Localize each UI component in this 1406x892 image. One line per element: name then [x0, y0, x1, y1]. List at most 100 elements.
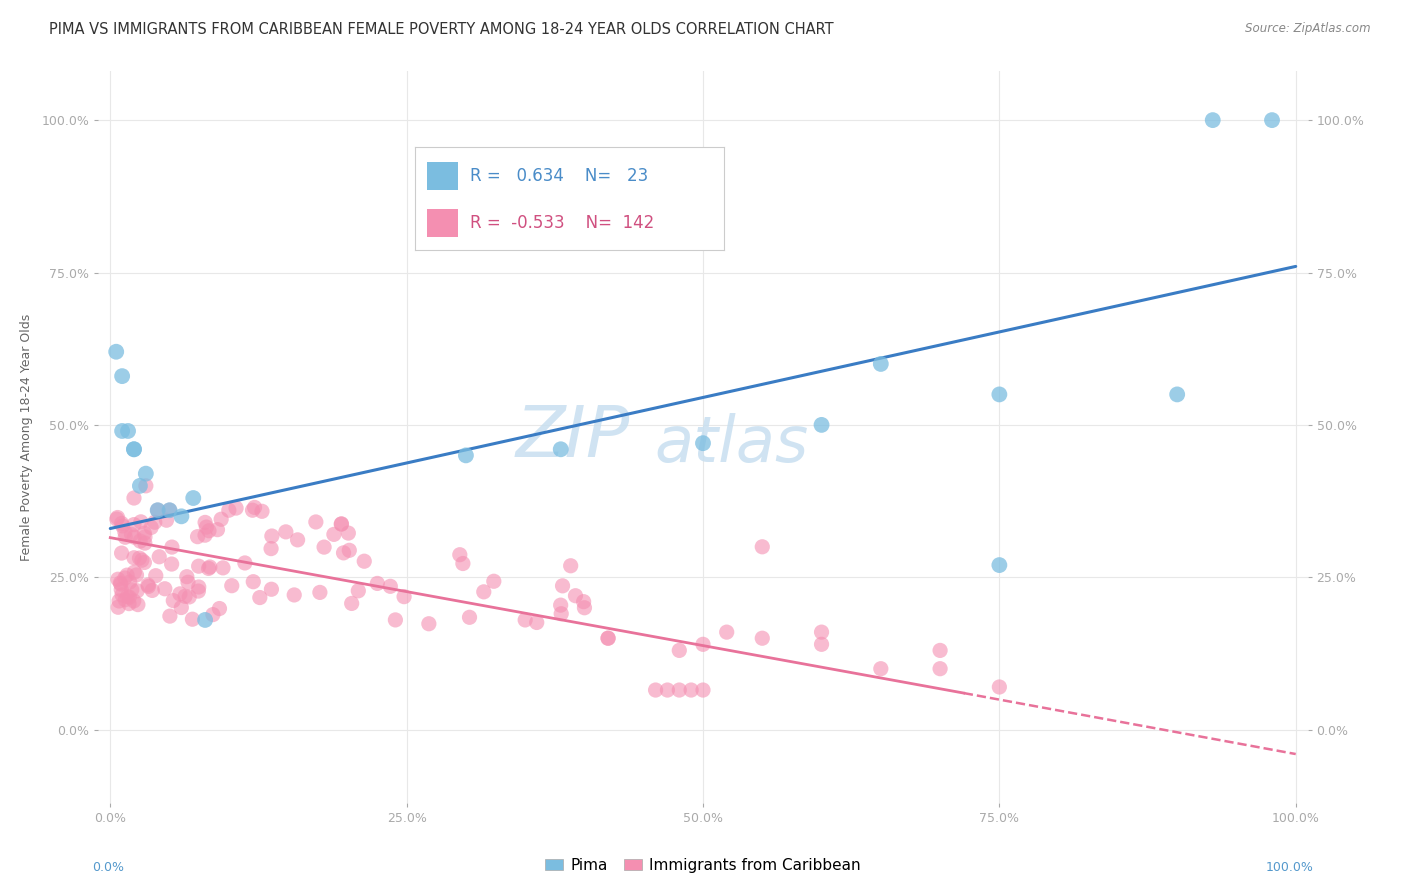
Point: [121, 582, 143, 597]
Point: [143, 515, 166, 529]
Point: [198, 560, 221, 574]
Point: [751, 632, 773, 646]
Point: [218, 503, 240, 517]
Point: [187, 580, 209, 594]
Point: [160, 557, 183, 571]
Point: [135, 467, 157, 481]
Point: [105, 344, 128, 359]
Point: [260, 529, 283, 543]
Point: [283, 588, 305, 602]
Text: atlas: atlas: [655, 413, 808, 475]
Point: [418, 616, 440, 631]
Point: [146, 503, 169, 517]
Point: [107, 510, 129, 524]
Point: [118, 597, 141, 611]
Point: [207, 523, 229, 537]
Point: [233, 556, 256, 570]
Point: [392, 590, 415, 604]
Point: [550, 607, 572, 621]
Point: [128, 551, 150, 566]
Point: [287, 533, 309, 547]
Point: [110, 546, 132, 560]
Point: [194, 613, 217, 627]
Point: [115, 568, 138, 582]
Text: R =   0.634    N=   23: R = 0.634 N= 23: [471, 167, 648, 185]
Point: [107, 572, 129, 586]
Point: [187, 584, 209, 599]
Point: [550, 442, 572, 457]
Bar: [427, 209, 458, 237]
Point: [141, 583, 163, 598]
Point: [105, 512, 128, 526]
Point: [692, 637, 714, 651]
Point: [225, 501, 247, 516]
Point: [195, 520, 218, 534]
Point: [174, 590, 197, 604]
Point: [134, 536, 156, 550]
Point: [716, 625, 738, 640]
Point: [314, 540, 336, 554]
Point: [472, 584, 495, 599]
Text: 0.0%: 0.0%: [93, 862, 124, 874]
Point: [187, 559, 209, 574]
Text: 100.0%: 100.0%: [1265, 862, 1313, 874]
Point: [122, 530, 145, 544]
Point: [560, 558, 582, 573]
Text: R =  -0.533    N=  142: R = -0.533 N= 142: [471, 214, 655, 232]
Point: [515, 613, 537, 627]
Point: [111, 516, 134, 531]
Point: [114, 530, 136, 544]
Point: [169, 587, 191, 601]
Point: [111, 369, 134, 384]
Point: [134, 526, 156, 541]
Point: [212, 561, 235, 575]
Point: [122, 491, 145, 505]
Point: [162, 593, 184, 607]
Point: [681, 683, 703, 698]
Point: [170, 509, 193, 524]
Point: [347, 583, 370, 598]
Point: [451, 557, 474, 571]
Point: [209, 512, 232, 526]
Point: [526, 615, 548, 630]
Point: [330, 516, 353, 531]
Point: [159, 503, 181, 517]
Point: [198, 524, 221, 538]
Point: [138, 579, 160, 593]
Point: [574, 600, 596, 615]
Point: [177, 575, 200, 590]
Point: [810, 417, 832, 432]
Point: [322, 527, 344, 541]
Point: [201, 607, 224, 622]
Legend: Pima, Immigrants from Caribbean: Pima, Immigrants from Caribbean: [538, 852, 868, 880]
Point: [146, 503, 169, 517]
Point: [155, 513, 177, 527]
Point: [117, 424, 139, 438]
Point: [242, 574, 264, 589]
Point: [644, 683, 666, 698]
Point: [340, 596, 363, 610]
Point: [366, 576, 388, 591]
Point: [551, 579, 574, 593]
Point: [482, 574, 505, 589]
Point: [124, 565, 146, 579]
Point: [125, 568, 148, 582]
Point: [129, 515, 152, 529]
Point: [110, 576, 132, 591]
Point: [110, 577, 132, 591]
Point: [118, 575, 141, 590]
Point: [194, 516, 217, 530]
Point: [170, 600, 193, 615]
Point: [129, 479, 152, 493]
Bar: [427, 161, 458, 190]
Point: [122, 550, 145, 565]
Point: [810, 625, 832, 640]
Point: [134, 530, 156, 544]
Point: [145, 568, 167, 582]
Point: [330, 517, 353, 532]
Point: [111, 519, 134, 533]
Point: [127, 598, 149, 612]
Point: [159, 609, 181, 624]
Point: [454, 448, 477, 462]
Point: [869, 357, 891, 371]
